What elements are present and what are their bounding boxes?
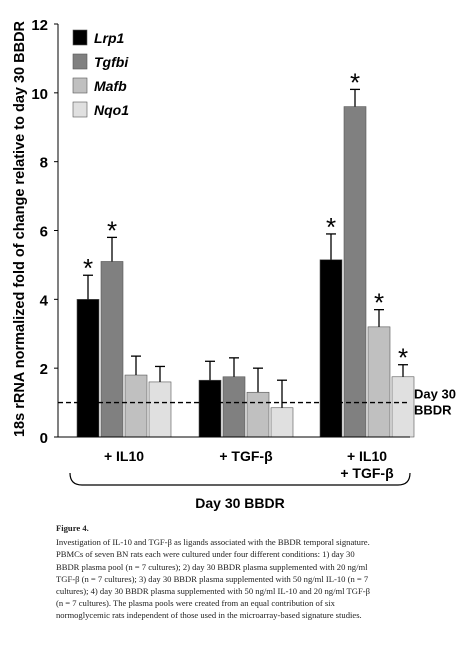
- legend-label: Mafb: [94, 78, 127, 94]
- y-tick-label: 4: [40, 292, 49, 309]
- caption-line: PBMCs of seven BN rats each were culture…: [56, 549, 355, 560]
- legend: Lrp1 Tgfbi Mafb Nqo1: [72, 29, 129, 118]
- caption-line: cultures); 4) day 30 BBDR plasma supplem…: [56, 586, 371, 597]
- significance-star: *: [398, 343, 408, 373]
- bar-groups: * * * * * *: [76, 67, 415, 438]
- group-bracket: [69, 472, 411, 486]
- bar-tgfbi: [343, 106, 367, 438]
- significance-star: *: [326, 212, 336, 242]
- significance-star: *: [107, 215, 117, 245]
- legend-swatch: [72, 101, 88, 118]
- reference-line-label: BBDR: [414, 403, 452, 418]
- bar-mafb: [367, 326, 391, 438]
- bar-tgfbi: [100, 261, 124, 438]
- group-label: Day 30 BBDR: [195, 495, 284, 511]
- bar-lrp1: [198, 379, 222, 438]
- x-tick-label: + IL10: [104, 448, 144, 464]
- bar-lrp1: [76, 299, 100, 438]
- legend-swatch: [72, 29, 88, 46]
- y-tick-label: 12: [31, 17, 48, 34]
- legend-label: Tgfbi: [94, 54, 129, 70]
- caption-line: normoglycemic rats independent of those …: [56, 610, 362, 621]
- y-tick-label: 0: [40, 430, 48, 447]
- bar-nqo1: [391, 376, 415, 438]
- figure-label: Figure 4.: [56, 523, 89, 533]
- bar-mafb: [246, 391, 270, 438]
- bar-nqo1: [148, 381, 172, 438]
- bar-nqo1: [270, 407, 294, 438]
- significance-star: *: [350, 67, 360, 97]
- y-tick-label: 10: [31, 86, 48, 103]
- bar-mafb: [124, 374, 148, 438]
- y-axis-label: 18s rRNA normalized fold of change relat…: [12, 20, 28, 437]
- x-tick-label: + TGF-β: [219, 448, 273, 464]
- caption-line: (n = 7 cultures). The plasma pools were …: [56, 598, 335, 609]
- legend-swatch: [72, 77, 88, 94]
- legend-label: Nqo1: [94, 102, 129, 118]
- legend-swatch: [72, 53, 88, 70]
- y-tick-label: 2: [40, 361, 48, 378]
- figure-caption: Figure 4. Investigation of IL-10 and TGF…: [56, 522, 428, 622]
- x-tick-label: + TGF-β: [340, 465, 394, 481]
- x-tick-label: + IL10: [347, 448, 387, 464]
- y-axis: 0 2 4 6 8 10 12: [31, 17, 59, 447]
- bar-lrp1: [319, 259, 343, 438]
- bar-tgfbi: [222, 376, 246, 438]
- caption-line: BBDR plasma pool (n = 7 cultures); 2) da…: [56, 561, 368, 572]
- significance-star: *: [83, 253, 93, 283]
- reference-line-label: Day 30: [414, 387, 456, 402]
- y-tick-label: 8: [40, 155, 48, 172]
- caption-line: Investigation of IL-10 and TGF-β as liga…: [56, 537, 370, 548]
- y-tick-label: 6: [40, 224, 48, 241]
- bar-chart: 0 2 4 6 8 10 12 * * * * * * Lrp1 Tgfbi Mafb Nqo1 Day 3…: [12, 17, 456, 511]
- legend-label: Lrp1: [94, 30, 125, 46]
- caption-line: TGF-β (n = 7 cultures); 3) day 30 BBDR p…: [56, 573, 369, 584]
- significance-star: *: [374, 288, 384, 318]
